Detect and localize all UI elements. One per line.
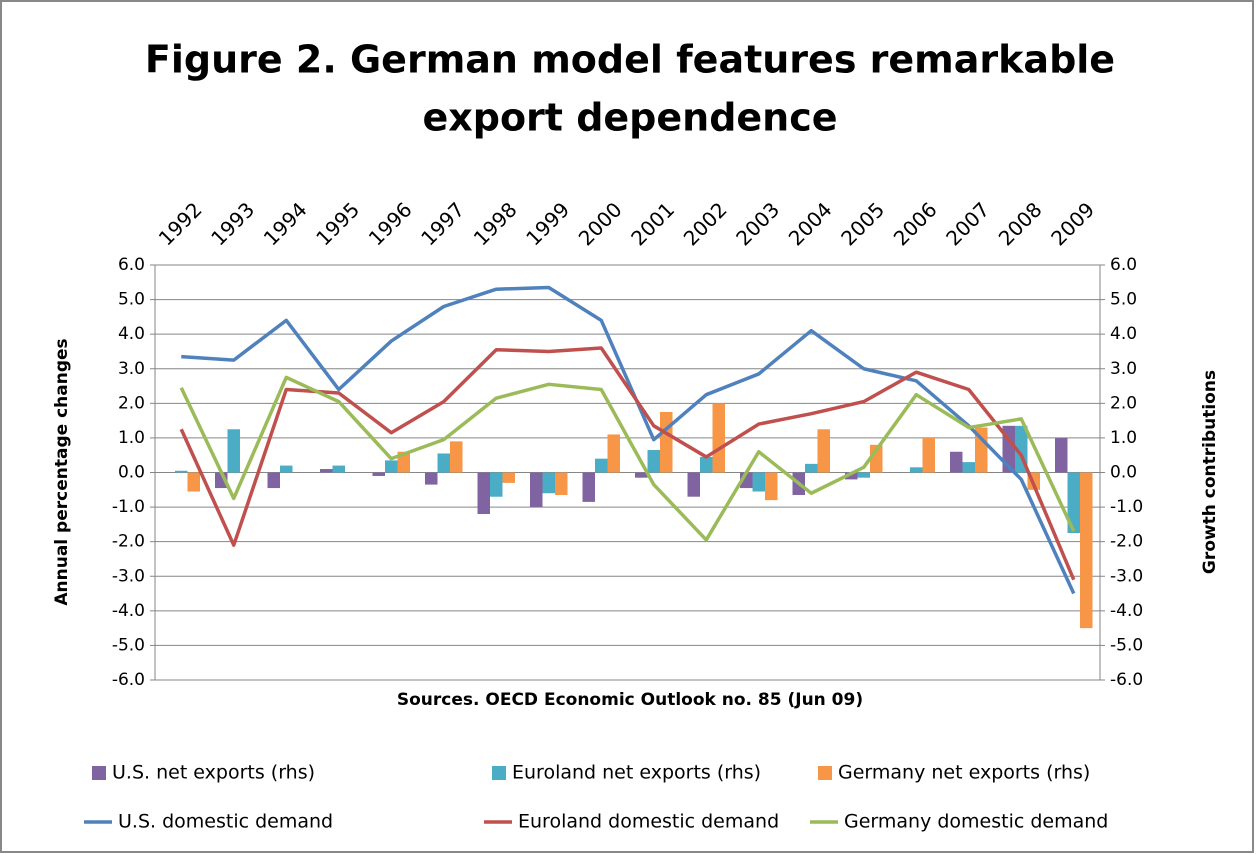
- bar: [950, 451, 963, 473]
- y2-tick-label: -3.0: [1110, 566, 1143, 586]
- y-tick-label: -6.0: [112, 670, 145, 690]
- bar: [555, 472, 568, 495]
- bar: [752, 472, 765, 492]
- y-tick-label: 2.0: [118, 393, 145, 413]
- legend-label: Euroland net exports (rhs): [512, 762, 761, 784]
- y-tick-label: 1.0: [118, 428, 145, 448]
- y-tick-label: 5.0: [118, 290, 145, 310]
- bar: [450, 441, 463, 473]
- bar: [1067, 472, 1080, 534]
- y-tick-label: 0.0: [118, 463, 145, 483]
- bar: [975, 427, 988, 473]
- bar: [1080, 472, 1093, 629]
- bar: [320, 469, 333, 473]
- bar: [712, 403, 725, 473]
- bar: [922, 437, 935, 473]
- bar: [765, 472, 778, 501]
- legend-swatch: [492, 766, 506, 780]
- bar: [437, 453, 450, 473]
- bar: [502, 472, 515, 483]
- y-tick-label: -3.0: [112, 566, 145, 586]
- bar: [845, 472, 858, 480]
- y-tick-label: 4.0: [118, 324, 145, 344]
- bar: [700, 456, 713, 473]
- bar: [857, 472, 870, 478]
- legend-label: Euroland domestic demand: [518, 811, 779, 833]
- y2-tick-label: -1.0: [1110, 497, 1143, 517]
- bar: [332, 465, 345, 473]
- legend-swatch: [92, 766, 106, 780]
- bar: [582, 472, 595, 502]
- bar: [267, 472, 280, 489]
- y-tick-label: 3.0: [118, 359, 145, 379]
- bar: [175, 470, 188, 473]
- y2-tick-label: -2.0: [1110, 532, 1143, 552]
- bar: [687, 472, 700, 497]
- line: [181, 285, 1076, 595]
- bar: [607, 434, 620, 473]
- bar: [542, 472, 555, 494]
- y2-tick-label: -4.0: [1110, 601, 1143, 621]
- line: [179, 346, 1076, 581]
- legend-label: Germany net exports (rhs): [838, 762, 1090, 784]
- legend-label: U.S. net exports (rhs): [112, 762, 315, 784]
- bar: [660, 411, 673, 473]
- bar: [490, 472, 503, 497]
- bar: [817, 429, 830, 473]
- bar: [280, 465, 293, 473]
- y-axis-label: Annual percentage changes: [52, 338, 72, 605]
- y2-tick-label: 5.0: [1110, 290, 1137, 310]
- bar: [910, 467, 923, 473]
- bar: [962, 462, 975, 473]
- y2-tick-label: 0.0: [1110, 463, 1137, 483]
- chart-title: Figure 2. German model features remarkab…: [145, 38, 1115, 82]
- y-tick-label: 6.0: [118, 255, 145, 275]
- y-tick-label: -2.0: [112, 532, 145, 552]
- y2-tick-label: -5.0: [1110, 635, 1143, 655]
- y2-tick-label: 4.0: [1110, 324, 1137, 344]
- chart-title: export dependence: [422, 96, 837, 140]
- bar: [1055, 437, 1068, 473]
- y2-tick-label: 3.0: [1110, 359, 1137, 379]
- bar: [425, 472, 438, 485]
- line: [179, 375, 1076, 542]
- bar: [530, 472, 543, 508]
- y2-tick-label: 6.0: [1110, 255, 1137, 275]
- legend-swatch: [818, 766, 832, 780]
- bar: [187, 472, 200, 492]
- y2-tick-label: 2.0: [1110, 393, 1137, 413]
- legend-label: Germany domestic demand: [844, 811, 1108, 833]
- bar: [595, 458, 608, 473]
- bar: [477, 472, 490, 514]
- x-axis-label: Sources. OECD Economic Outlook no. 85 (J…: [397, 690, 863, 710]
- bar: [635, 472, 648, 478]
- bar: [227, 429, 240, 473]
- bar: [805, 463, 818, 473]
- y2-tick-label: 1.0: [1110, 428, 1137, 448]
- y2-axis-label: Growth contributions: [1200, 370, 1220, 574]
- y-tick-label: -1.0: [112, 497, 145, 517]
- bar: [385, 460, 398, 473]
- legend-label: U.S. domestic demand: [118, 811, 333, 833]
- y2-tick-label: -6.0: [1110, 670, 1143, 690]
- y-tick-label: -4.0: [112, 601, 145, 621]
- y-tick-label: -5.0: [112, 635, 145, 655]
- bar: [372, 472, 385, 476]
- bar: [647, 450, 660, 473]
